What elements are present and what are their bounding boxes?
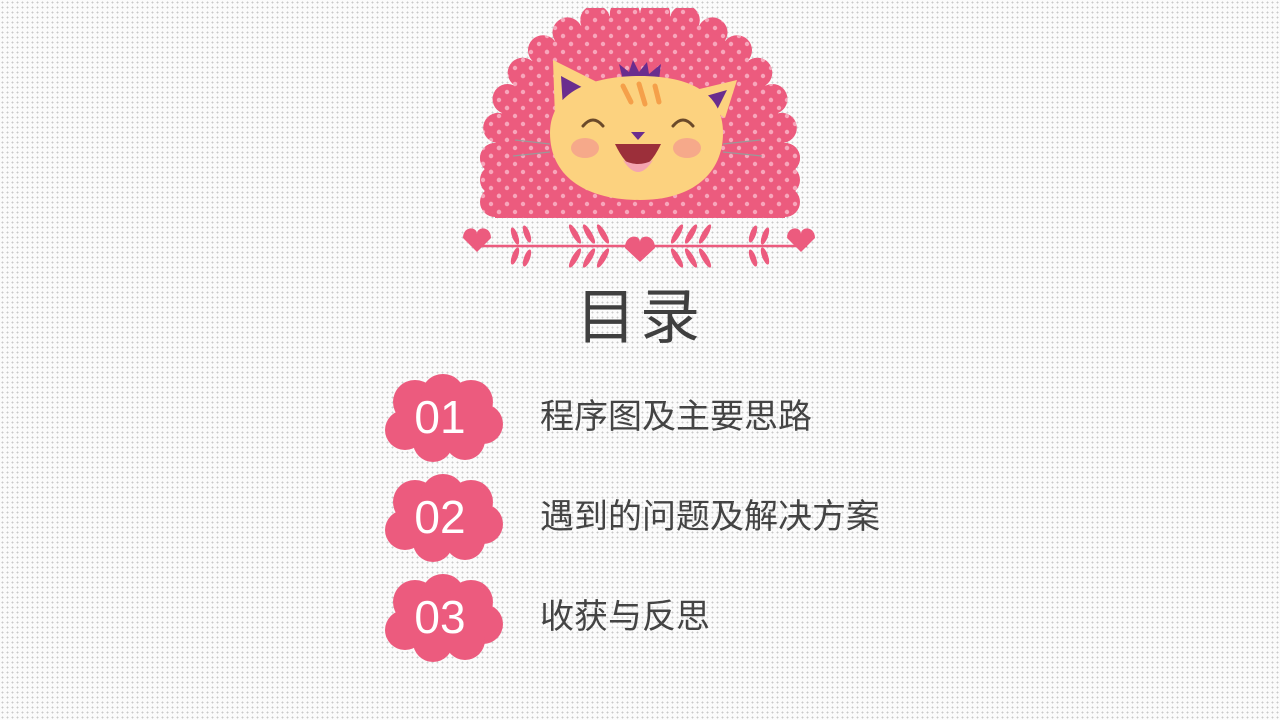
cloud-badge-icon: 02 xyxy=(385,474,503,564)
page-title: 目录 xyxy=(576,283,704,353)
toc-label: 遇到的问题及解决方案 xyxy=(540,497,880,537)
cloud-badge-icon: 01 xyxy=(385,374,503,464)
toc-label: 程序图及主要思路 xyxy=(540,397,812,437)
toc-number: 03 xyxy=(414,591,466,643)
heart-vine-divider-icon xyxy=(463,224,815,268)
smiling-cat-icon xyxy=(512,60,763,200)
toc-item-2[interactable]: 02 遇到的问题及解决方案 xyxy=(385,474,985,564)
toc-label: 收获与反思 xyxy=(540,597,710,637)
toc-number: 01 xyxy=(414,391,466,443)
cat-illustration xyxy=(463,8,815,268)
toc-number: 02 xyxy=(414,491,466,543)
toc-item-3[interactable]: 03 收获与反思 xyxy=(385,574,985,664)
toc-item-1[interactable]: 01 程序图及主要思路 xyxy=(385,374,985,464)
cloud-badge-icon: 03 xyxy=(385,574,503,664)
